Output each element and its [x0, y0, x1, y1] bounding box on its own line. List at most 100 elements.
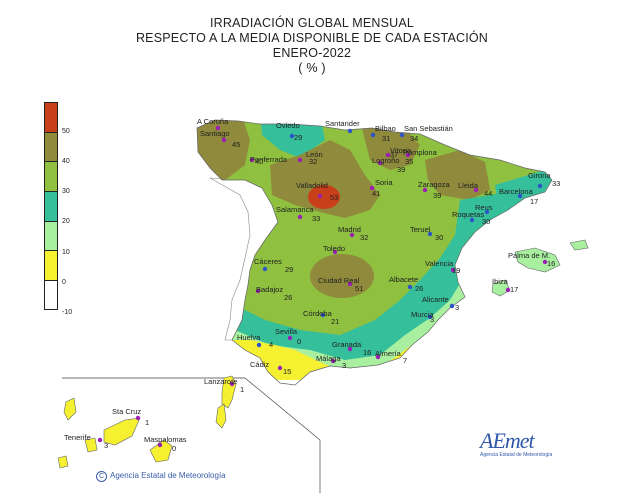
station-name: Roquetas	[452, 210, 484, 219]
station-marker	[330, 358, 336, 364]
station-name: Alicante	[422, 295, 449, 304]
legend-box-30-40	[44, 161, 58, 192]
station-value: 1	[145, 418, 149, 427]
station-name: León	[306, 150, 323, 159]
station-value: 4	[269, 340, 273, 349]
station-name: Toledo	[323, 244, 345, 253]
station-name: Cáceres	[254, 257, 282, 266]
station-marker	[399, 132, 405, 138]
station-value: 16	[547, 259, 555, 268]
station-marker	[215, 125, 221, 131]
station-marker	[450, 267, 456, 273]
station-marker	[289, 133, 295, 139]
legend-box-40-50	[44, 131, 58, 162]
station-name: Lanzarote	[204, 377, 237, 386]
station-name: Almería	[375, 349, 402, 358]
station-marker	[320, 312, 326, 318]
station-marker	[221, 137, 227, 143]
station-value: 29	[285, 265, 293, 274]
station-value: 32	[309, 157, 317, 166]
station-marker	[469, 217, 475, 223]
station-marker	[427, 314, 433, 320]
title-line-3: ENERO-2022	[272, 46, 352, 60]
station-marker	[249, 157, 255, 163]
mallorca-island	[514, 247, 561, 273]
station-name: Valencia	[425, 259, 454, 268]
station-marker	[370, 132, 376, 138]
station-value: 0	[297, 337, 301, 346]
station-marker	[349, 232, 355, 238]
station-value: 39	[397, 165, 405, 174]
station-name: A Coruña	[197, 117, 229, 126]
station-name: Barcelona	[499, 187, 534, 196]
station-marker	[262, 266, 268, 272]
station-name: Logroño	[372, 156, 400, 165]
station-name: Lleida	[458, 181, 479, 190]
station-name: Santiago	[200, 129, 230, 138]
station-marker	[317, 193, 323, 199]
station-value: 40	[255, 157, 263, 166]
station-value: 37	[390, 150, 398, 159]
station-value: 26	[415, 284, 423, 293]
station-name: Badajoz	[256, 285, 283, 294]
station-name: Tenerife	[64, 433, 91, 442]
station-value: 21	[331, 317, 339, 326]
legend-label: 50	[62, 128, 70, 135]
station-name: Cádiz	[250, 360, 269, 369]
station-marker	[377, 160, 383, 166]
station-name: Zaragoza	[418, 180, 451, 189]
station-value: 3	[455, 303, 459, 312]
legend-label: 40	[62, 158, 70, 165]
station-name: Pamplona	[403, 148, 438, 157]
station-value: 33	[312, 214, 320, 223]
station-value: 35	[405, 157, 413, 166]
station-marker	[405, 152, 411, 158]
station-name: Bilbao	[375, 124, 396, 133]
station-value: 39	[433, 191, 441, 200]
station-name: Soria	[375, 178, 393, 187]
station-value: 30	[482, 217, 490, 226]
station-value: 33	[552, 179, 560, 188]
logo-mark: AEmet	[480, 428, 535, 453]
station-marker	[537, 183, 543, 189]
station-value: 17	[510, 285, 518, 294]
station-name: Murcia	[411, 310, 434, 319]
map-title: IRRADIACIÓN GLOBAL MENSUAL RESPECTO A LA…	[0, 16, 624, 76]
station-value: 31	[382, 134, 390, 143]
station-marker	[229, 381, 235, 387]
title-line-4: ( % )	[298, 61, 326, 75]
station-name: Reus	[475, 203, 493, 212]
station-name: Vitoria	[390, 146, 412, 155]
canary-inset-border	[62, 377, 321, 493]
legend-box-50-plus	[44, 102, 58, 132]
station-marker	[157, 442, 163, 448]
station-marker	[422, 187, 428, 193]
color-legend	[44, 102, 58, 310]
station-name: Córdoba	[303, 309, 333, 318]
station-name: Palma de M.	[508, 251, 550, 260]
station-name: Ibiza	[492, 277, 509, 286]
station-name: Salamanca	[276, 205, 314, 214]
station-name: Huelva	[237, 333, 261, 342]
station-value: 41	[372, 189, 380, 198]
station-marker	[375, 354, 381, 360]
legend-label: 0	[62, 279, 66, 286]
station-value: 16	[363, 348, 371, 357]
station-marker	[449, 303, 455, 309]
station-value: 44	[484, 189, 492, 198]
title-line-2: RESPECTO A LA MEDIA DISPONIBLE DE CADA E…	[135, 31, 489, 45]
station-marker	[297, 157, 303, 163]
station-marker	[135, 415, 141, 421]
credit-line: C Agencia Estatal de Meteorología	[96, 471, 226, 482]
legend-label: 10	[62, 249, 70, 256]
station-value: 32	[360, 233, 368, 242]
station-value: 26	[284, 293, 292, 302]
station-marker	[255, 288, 261, 294]
station-value: 3	[104, 441, 108, 450]
station-name: Ponferrada	[250, 155, 288, 164]
menorca-island	[569, 239, 589, 251]
station-marker	[369, 185, 375, 191]
title-line-1: IRRADIACIÓN GLOBAL MENSUAL	[209, 16, 415, 30]
copyright-icon: C	[96, 471, 107, 482]
station-value: 29	[294, 133, 302, 142]
